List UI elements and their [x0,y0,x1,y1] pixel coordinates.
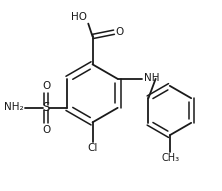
Text: NH₂: NH₂ [4,102,24,112]
Text: O: O [116,27,124,37]
Text: O: O [42,125,50,135]
Text: CH₃: CH₃ [161,153,180,163]
Text: O: O [42,81,50,91]
Text: HO: HO [71,12,87,22]
Text: Cl: Cl [88,143,98,153]
Text: S: S [42,101,50,114]
Text: NH: NH [144,73,159,83]
